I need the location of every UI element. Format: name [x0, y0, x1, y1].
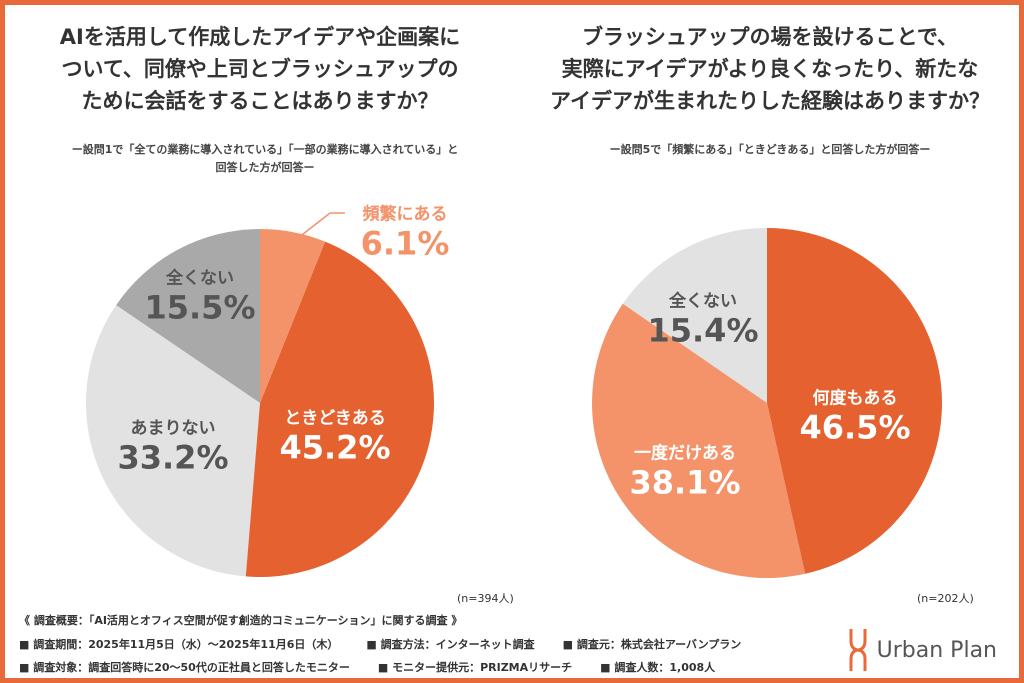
- slice-value: 6.1%: [360, 224, 450, 263]
- survey-method: ■ 調査方法：インターネット調査: [366, 638, 535, 651]
- title-line: 実際にアイデアがより良くなったり、新たな: [561, 57, 979, 81]
- title-line: ついて、同僚や上司とブラッシュアップの: [61, 57, 459, 81]
- survey-source: ■ 調査元：株式会社アーバンプラン: [562, 638, 742, 651]
- survey-details-1: ■ 調査期間：2025年11月5日（水）～2025年11月6日（木） ■ 調査方法…: [19, 636, 769, 652]
- slice-value: 15.4%: [647, 311, 759, 350]
- left-chart-title: AIを活用して作成したアイデアや企画案に ついて、同僚や上司とブラッシュアップの…: [15, 21, 505, 117]
- slice-name: 一度だけある: [633, 443, 736, 464]
- slice-label-rarely: あまりない 33.2%: [117, 414, 228, 477]
- slice-name: ときどきある: [284, 408, 386, 429]
- title-line: ために会話をすることはありますか？: [81, 89, 439, 113]
- sample-size-left: (n=394人): [457, 592, 514, 605]
- slice-label-many-times: 何度もある 46.5%: [799, 384, 910, 447]
- pie-slice-全くない: [116, 229, 260, 403]
- subtitle-line: ー設問1で「全ての業務に導入されている」「一部の業務に導入されている」と: [71, 143, 459, 156]
- pie-slice-一度だけある: [591, 303, 806, 578]
- sample-size-right: (n=202人): [917, 592, 974, 605]
- title-line: AIを活用して作成したアイデアや企画案に: [59, 25, 461, 49]
- slice-value: 33.2%: [117, 438, 229, 477]
- title-line: アイデアが生まれたりした経験はありますか？: [550, 89, 990, 113]
- survey-count: ■ 調査人数：1,008人: [600, 661, 716, 674]
- title-line: ブラッシュアップの場を設けることで、: [581, 25, 959, 49]
- urban-plan-logo: Urban Plan: [847, 627, 997, 673]
- slice-value: 46.5%: [799, 408, 911, 447]
- slice-label-sometimes: ときどきある 45.2%: [279, 404, 390, 467]
- slice-name: 何度もある: [812, 388, 898, 409]
- slice-name: 全くない: [668, 291, 737, 312]
- monitor-provider: ■ モニター提供元：PRIZMAリサーチ: [377, 661, 573, 674]
- pie-slice-何度もある: [767, 228, 943, 574]
- right-chart-subtitle: ー設問5で「頻繁にある」「ときどきある」と回答した方が回答ー: [609, 143, 931, 156]
- subtitle-line: 回答した方が回答ー: [215, 161, 315, 174]
- survey-target: ■ 調査対象：調査回答時に20～50代の正社員と回答したモニター: [19, 661, 350, 674]
- slice-value: 38.1%: [629, 463, 741, 502]
- pie-charts: [85, 212, 943, 578]
- pie-slice-ときどきある: [245, 241, 434, 577]
- pie-slice-頻繁にある: [260, 229, 326, 403]
- slice-name: あまりない: [130, 418, 216, 439]
- survey-overview: 《 調査概要：「AI活用とオフィス空間が促す創造的コミュニケーション」に関する調…: [19, 614, 463, 627]
- survey-period: ■ 調査期間：2025年11月5日（水）～2025年11月6日（木）: [19, 638, 339, 651]
- pie-slice-全くない: [622, 228, 767, 403]
- leader-line: [297, 212, 331, 239]
- slice-label-never: 全くない 15.5%: [144, 264, 255, 327]
- pie-slice-あまりない: [85, 305, 260, 577]
- slice-value: 15.5%: [144, 288, 256, 327]
- slice-name: 頻繁にある: [362, 204, 448, 225]
- slice-label-never-2: 全くない 15.4%: [647, 287, 758, 350]
- logo-text: Urban Plan: [876, 637, 997, 663]
- logo-mark-icon: [849, 629, 867, 671]
- survey-details-2: ■ 調査対象：調査回答時に20～50代の正社員と回答したモニター ■ モニター提供…: [19, 659, 743, 675]
- slice-label-once: 一度だけある 38.1%: [629, 439, 740, 502]
- right-chart-title: ブラッシュアップの場を設けることで、 実際にアイデアがより良くなったり、新たな …: [520, 21, 1019, 117]
- slice-name: 全くない: [165, 268, 234, 289]
- slice-label-frequent: 頻繁にある 6.1%: [361, 200, 450, 263]
- slice-value: 45.2%: [279, 428, 391, 467]
- left-chart-subtitle: ー設問1で「全ての業務に導入されている」「一部の業務に導入されている」と 回答し…: [15, 141, 515, 177]
